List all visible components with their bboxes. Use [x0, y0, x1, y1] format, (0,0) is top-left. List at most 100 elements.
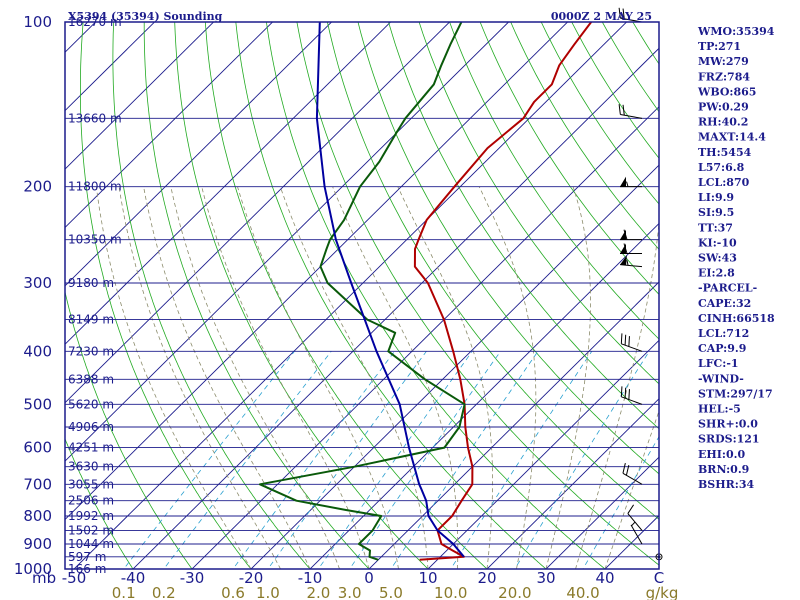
wind-barb: [620, 255, 643, 268]
isotherm-line: [65, 22, 156, 112]
mixing-ratio-line: [232, 351, 395, 569]
wind-barbs: [618, 7, 663, 561]
wind-barb: [627, 504, 643, 531]
isotherm-line: [0, 10, 49, 581]
parcel-profile-line: [315, 22, 465, 558]
index-entry: LI:9.9: [698, 191, 734, 204]
dry-adiabat-line: [65, 289, 193, 569]
index-entry: CINH:66518: [698, 312, 775, 325]
moist-adiabat-line: [201, 186, 370, 569]
pressure-tick-label: 400: [23, 342, 52, 360]
station-title: X5394 (35394) Sounding: [68, 10, 223, 23]
height-label: 5620 m: [68, 397, 114, 411]
temperature-tick-label: -30: [180, 569, 205, 587]
index-entry: SHR+:0.0: [698, 418, 758, 431]
moist-adiabat-line: [397, 186, 493, 569]
wind-barb: [630, 521, 643, 545]
pressure-tick-label: 200: [23, 178, 52, 196]
dry-adiabat-line: [112, 22, 311, 569]
dry-adiabat-line: [449, 22, 659, 340]
isotherm-line: [65, 22, 451, 404]
mixing-ratio-tick-label: 2.0: [306, 584, 330, 600]
mixing-ratio-line: [267, 351, 427, 569]
mixing-ratio-line: [123, 351, 295, 569]
height-label: 8149 m: [68, 313, 114, 327]
wind-barb: [620, 386, 643, 405]
barb-feather: [618, 104, 621, 115]
index-entry: KI:-10: [698, 236, 737, 249]
index-entry: FRZ:784: [698, 70, 750, 83]
isotherm-line: [132, 47, 659, 569]
dry-adiabat-line: [326, 22, 659, 520]
mixing-ratio-line: [163, 351, 332, 569]
height-label: 6388 m: [68, 372, 114, 386]
height-label: 11800 m: [68, 180, 122, 194]
index-entry: STM:297/17: [698, 387, 773, 400]
height-label: 3630 m: [68, 460, 114, 474]
index-entry: CAP:9.9: [698, 342, 746, 355]
moist-adiabat-line: [143, 186, 311, 569]
barb-feather: [628, 336, 630, 347]
temperature-tick-label: 10: [418, 569, 437, 587]
isotherm-line: [65, 22, 569, 521]
height-label: 1502 m: [68, 523, 114, 537]
index-entry: WMO:35394: [697, 25, 775, 38]
isotherm-line: [250, 164, 659, 569]
isotherm-line: [191, 106, 659, 569]
background-lines: [0, 10, 659, 581]
dry-adiabat-line: [235, 22, 547, 569]
index-entry: -WIND-: [698, 372, 744, 385]
mixing-ratio-tick-label: 5.0: [379, 584, 403, 600]
temperature-tick-label: 0: [364, 569, 374, 587]
dry-adiabat-line: [143, 22, 370, 569]
dewpoint-profile-line: [258, 22, 466, 561]
dry-adiabat-line: [510, 22, 659, 250]
isotherm-line: [65, 22, 392, 345]
index-entry: EI:2.8: [698, 267, 735, 280]
temperature-tick-label: 20: [477, 569, 496, 587]
barb-shaft: [630, 524, 643, 545]
index-entry: PW:0.29: [698, 101, 749, 114]
dry-adiabat-line: [80, 22, 252, 569]
index-entry: LCL:712: [698, 327, 749, 340]
dry-adiabat-line: [204, 22, 488, 569]
pressure-tick-label: 900: [23, 535, 52, 553]
isotherm-line: [73, 22, 628, 569]
pressure-tick-label: 600: [23, 439, 52, 457]
barb-flag: [620, 255, 627, 266]
height-label: 4906 m: [68, 420, 114, 434]
barb-half-feather: [626, 181, 629, 187]
temperature-tick-label: C: [654, 569, 664, 587]
mixing-ratio-tick-label: g/kg: [646, 584, 679, 600]
mixing-ratio-tick-label: 1.0: [256, 584, 280, 600]
pressure-tick-label: 300: [23, 274, 52, 292]
dry-adiabat-line: [174, 22, 429, 569]
isotherm-line: [65, 22, 274, 229]
barb-feather: [622, 104, 625, 116]
wind-barb: [620, 243, 642, 255]
mixing-ratio-line: [317, 351, 473, 569]
mixing-ratio-tick-label: 0.1: [112, 584, 136, 600]
index-entry: MAXT:14.4: [698, 131, 766, 144]
index-entry: TT:37: [698, 221, 733, 234]
y-axis-unit: mb: [32, 569, 56, 587]
index-entry: LCL:870: [698, 176, 750, 189]
mixing-ratio-line: [349, 351, 501, 569]
moist-adiabat-line: [118, 186, 281, 569]
pressure-tick-label: 800: [23, 507, 52, 525]
barb-shaft: [620, 114, 643, 119]
index-entry: CAPE:32: [698, 297, 751, 310]
height-label: 3055 m: [68, 477, 114, 491]
mixing-ratio-axis: 0.1 0.2 0.6 1.0 2.0 3.0 5.0 10.0 20.0 40.0 g/kg: [112, 584, 679, 600]
dry-adiabat-line: [65, 437, 134, 569]
index-entry: RH:40.2: [698, 116, 748, 129]
temperature-tick-label: -40: [121, 569, 146, 587]
temperature-tick-label: -10: [298, 569, 323, 587]
height-label: 2506 m: [68, 494, 114, 508]
profile-lines: [258, 22, 592, 561]
isotherm-line: [65, 22, 215, 170]
index-entry: WBO:865: [697, 85, 756, 98]
barb-half-feather: [626, 260, 629, 266]
temperature-tick-label: 30: [536, 569, 555, 587]
